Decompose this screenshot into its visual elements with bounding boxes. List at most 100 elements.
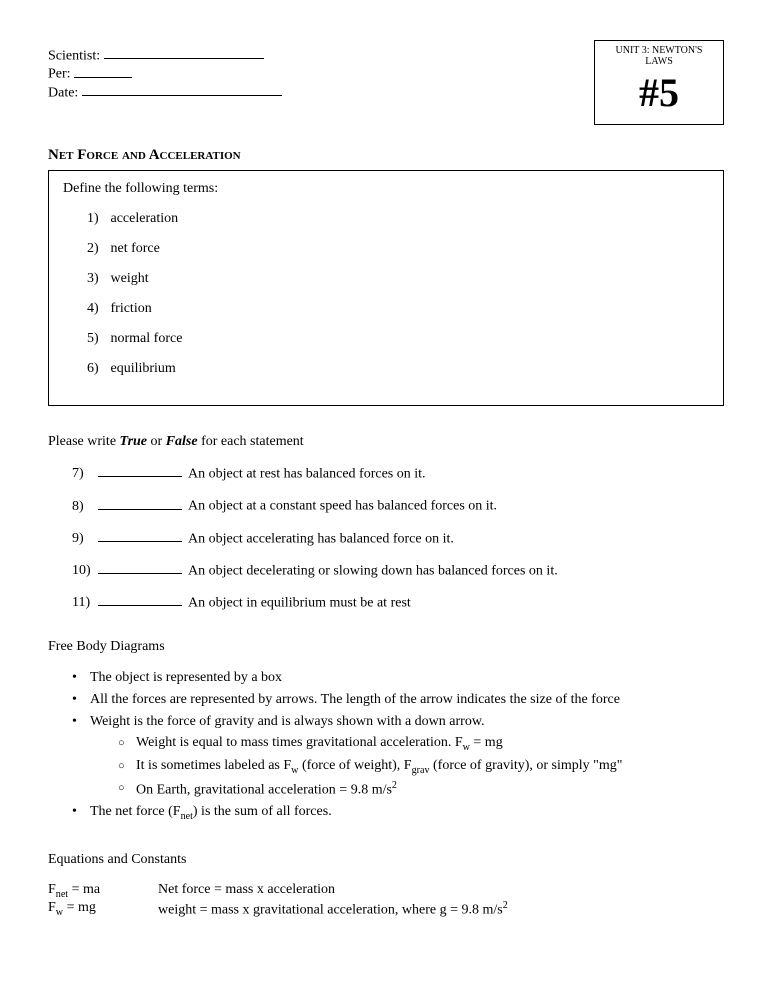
term-item: 4) friction — [87, 301, 709, 317]
term-num: 6) — [87, 361, 107, 377]
term-item: 2) net force — [87, 241, 709, 257]
define-prompt: Define the following terms: — [63, 181, 709, 197]
tf-blank[interactable] — [98, 593, 182, 606]
bullet-text: All the forces are represented by arrows… — [90, 692, 620, 707]
per-line: Per: — [48, 64, 282, 82]
tf-text: An object at a constant speed has balanc… — [188, 499, 497, 514]
tf-prompt: Please write True or False for each stat… — [48, 434, 724, 450]
equation-row: Fnet = ma Net force = mass x acceleratio… — [48, 882, 724, 900]
tf-num: 9) — [72, 531, 98, 547]
tf-item: 10) An object decelerating or slowing dow… — [72, 561, 724, 579]
tf-text: An object accelerating has balanced forc… — [188, 531, 454, 546]
superscript-2: 2 — [503, 900, 508, 911]
sub-item: Weight is equal to mass times gravitatio… — [118, 734, 724, 754]
sub-text: It is sometimes labeled as F — [136, 758, 291, 773]
sub-text: = mg — [470, 735, 503, 750]
term-text: normal force — [111, 331, 183, 346]
tf-true: True — [120, 434, 147, 449]
term-num: 3) — [87, 271, 107, 287]
scientist-line: Scientist: — [48, 46, 282, 64]
term-text: net force — [111, 241, 160, 256]
term-num: 1) — [87, 211, 107, 227]
tf-prompt-post: for each statement — [198, 434, 304, 449]
tf-prompt-pre: Please write — [48, 434, 120, 449]
term-item: 3) weight — [87, 271, 709, 287]
term-item: 5) normal force — [87, 331, 709, 347]
term-item: 6) equilibrium — [87, 361, 709, 377]
scientist-blank[interactable] — [104, 46, 264, 59]
tf-item: 8) An object at a constant speed has bala… — [72, 496, 724, 514]
tf-text: An object in equilibrium must be at rest — [188, 595, 411, 610]
term-text: acceleration — [111, 211, 179, 226]
term-text: friction — [111, 301, 152, 316]
tf-blank[interactable] — [98, 464, 182, 477]
term-text: equilibrium — [111, 361, 176, 376]
tf-blank[interactable] — [98, 496, 182, 509]
sub-item: On Earth, gravitational acceleration = 9… — [118, 779, 724, 801]
term-num: 4) — [87, 301, 107, 317]
bullet-text: ) is the sum of all forces. — [193, 804, 332, 819]
worksheet-number: #5 — [601, 69, 717, 116]
subscript-grav: grav — [412, 764, 430, 775]
date-blank[interactable] — [82, 83, 282, 96]
eq-left: Fnet = ma — [48, 882, 128, 900]
equation-row: Fw = mg weight = mass x gravitational ac… — [48, 900, 724, 919]
tf-num: 8) — [72, 499, 98, 515]
tf-blank[interactable] — [98, 561, 182, 574]
term-text: weight — [111, 271, 149, 286]
sub-text: (force of weight), F — [298, 758, 411, 773]
eq-right: weight = mass x gravitational accelerati… — [158, 900, 508, 919]
unit-title-line2: LAWS — [601, 56, 717, 67]
subscript-w: w — [463, 742, 470, 753]
tf-text: An object at rest has balanced forces on… — [188, 466, 426, 481]
bullet-item: Weight is the force of gravity and is al… — [72, 713, 724, 800]
sub-text: Weight is equal to mass times gravitatio… — [136, 735, 463, 750]
fbd-bullets: The object is represented by a box All t… — [48, 669, 724, 823]
subscript-net: net — [181, 811, 193, 822]
per-blank[interactable] — [74, 64, 132, 77]
date-label: Date: — [48, 85, 78, 100]
tf-text: An object decelerating or slowing down h… — [188, 563, 558, 578]
unit-title-line1: UNIT 3: NEWTON'S — [601, 45, 717, 56]
true-false-section: Please write True or False for each stat… — [48, 434, 724, 611]
unit-box: UNIT 3: NEWTON'S LAWS #5 — [594, 40, 724, 125]
term-num: 5) — [87, 331, 107, 347]
bullet-item: The object is represented by a box — [72, 669, 724, 688]
tf-item: 11) An object in equilibrium must be at r… — [72, 593, 724, 611]
tf-num: 10) — [72, 563, 98, 579]
eq-text: F — [48, 882, 56, 897]
tf-num: 7) — [72, 466, 98, 482]
define-list: 1) acceleration 2) net force 3) weight 4… — [63, 211, 709, 377]
equations-section: Equations and Constants Fnet = ma Net fo… — [48, 852, 724, 918]
tf-or: or — [147, 434, 166, 449]
tf-false: False — [166, 434, 198, 449]
sub-text: On Earth, gravitational acceleration = 9… — [136, 783, 392, 798]
tf-list: 7) An object at rest has balanced forces … — [48, 464, 724, 611]
bullet-text: The net force (F — [90, 804, 181, 819]
bullet-text: The object is represented by a box — [90, 670, 282, 685]
eq-text: weight = mass x gravitational accelerati… — [158, 902, 503, 917]
fbd-section: Free Body Diagrams The object is represe… — [48, 639, 724, 823]
tf-num: 11) — [72, 595, 98, 611]
term-num: 2) — [87, 241, 107, 257]
eq-text: = mg — [63, 900, 96, 915]
superscript-2: 2 — [392, 780, 397, 791]
eq-text: F — [48, 900, 56, 915]
fbd-sublist: Weight is equal to mass times gravitatio… — [90, 734, 724, 800]
eq-right: Net force = mass x acceleration — [158, 882, 335, 900]
sub-text: (force of gravity), or simply "mg" — [430, 758, 623, 773]
subscript-net: net — [56, 889, 68, 900]
define-box: Define the following terms: 1) accelerat… — [48, 170, 724, 406]
term-item: 1) acceleration — [87, 211, 709, 227]
eq-left: Fw = mg — [48, 900, 128, 919]
bullet-text: Weight is the force of gravity and is al… — [90, 714, 485, 729]
section-title-netforce: Net Force and Acceleration — [48, 147, 724, 164]
equations-title: Equations and Constants — [48, 852, 724, 868]
header: Scientist: Per: Date: UNIT 3: NEWTON'S L… — [48, 40, 724, 125]
eq-text: = ma — [68, 882, 100, 897]
subscript-w: w — [56, 906, 63, 917]
sub-item: It is sometimes labeled as Fw (force of … — [118, 757, 724, 777]
tf-blank[interactable] — [98, 529, 182, 542]
tf-item: 9) An object accelerating has balanced fo… — [72, 529, 724, 547]
date-line: Date: — [48, 83, 282, 101]
